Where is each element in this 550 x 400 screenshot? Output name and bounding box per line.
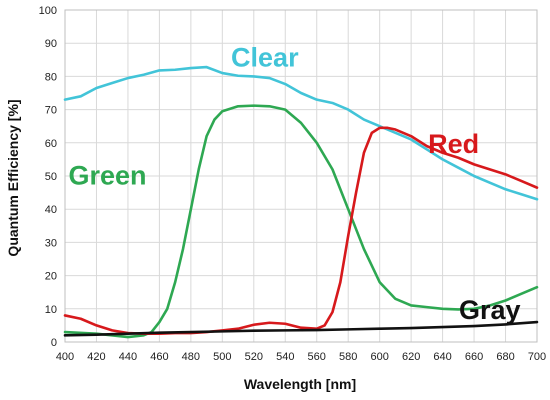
x-tick-label: 580 <box>339 351 357 363</box>
y-tick-label: 50 <box>45 171 57 183</box>
x-tick-label: 680 <box>496 351 514 363</box>
y-tick-label: 20 <box>45 271 57 283</box>
series-layer <box>63 65 539 339</box>
y-tick-label: 100 <box>39 5 57 17</box>
plot-border <box>64 9 538 343</box>
x-tick-label: 420 <box>87 351 105 363</box>
y-tick-label: 40 <box>45 204 57 216</box>
x-tick-label: 480 <box>182 351 200 363</box>
x-tick-label: 520 <box>245 351 263 363</box>
y-tick-label: 80 <box>45 71 57 83</box>
series-label-green: Green <box>68 160 146 190</box>
series-label-gray: Gray <box>459 295 521 325</box>
x-tick-label: 560 <box>308 351 326 363</box>
x-tick-label: 660 <box>465 351 483 363</box>
y-tick-label: 60 <box>45 138 57 150</box>
x-tick-label: 540 <box>276 351 294 363</box>
axis-layer: 0 10 20 30 40 50 60 70 80 90 100 400 420 440 460 480 500… <box>39 5 547 363</box>
y-tick-label: 90 <box>45 38 57 50</box>
y-tick-label: 70 <box>45 105 57 117</box>
series-line-green <box>63 104 539 339</box>
x-tick-label: 400 <box>56 351 74 363</box>
x-tick-label: 500 <box>213 351 231 363</box>
x-axis-title: Wavelength [nm] <box>244 376 356 392</box>
annotation-layer: Clear Green Red Gray <box>68 42 520 324</box>
y-tick-label: 10 <box>45 304 57 316</box>
series-line-clear <box>63 65 539 201</box>
x-tick-label: 700 <box>528 351 546 363</box>
x-tick-label: 460 <box>150 351 168 363</box>
series-label-red: Red <box>428 129 479 159</box>
y-tick-label: 0 <box>51 337 57 349</box>
x-tick-label: 620 <box>402 351 420 363</box>
y-axis-title: Quantum Efficiency [%] <box>5 99 21 256</box>
x-tick-label: 600 <box>370 351 388 363</box>
series-line-gray <box>63 320 539 337</box>
x-tick-label: 440 <box>119 351 137 363</box>
series-label-clear: Clear <box>231 42 299 72</box>
x-tick-label: 640 <box>433 351 451 363</box>
y-tick-label: 30 <box>45 237 57 249</box>
